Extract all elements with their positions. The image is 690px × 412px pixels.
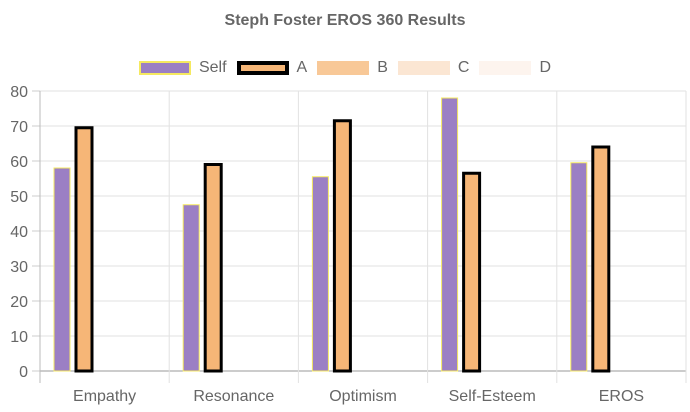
bar-a[interactable]	[203, 163, 223, 373]
bar-a[interactable]	[74, 126, 94, 373]
legend-swatch	[479, 61, 532, 75]
y-tick-label: 10	[10, 329, 28, 346]
legend-swatch	[317, 61, 370, 75]
legend-item-d[interactable]: D	[479, 59, 551, 77]
legend-item-b[interactable]: B	[317, 59, 388, 77]
legend-label: A	[296, 59, 308, 76]
x-tick-label: Empathy	[73, 388, 136, 405]
legend-item-a[interactable]: A	[236, 59, 308, 77]
legend-label: C	[457, 59, 470, 76]
bar-a[interactable]	[462, 171, 482, 373]
y-tick-label: 40	[10, 224, 28, 241]
bar-a[interactable]	[332, 119, 352, 373]
legend: Self A B C D	[0, 59, 690, 77]
legend-label: D	[539, 59, 552, 76]
y-tick-label: 0	[19, 364, 28, 381]
legend-item-self[interactable]: Self	[138, 59, 227, 77]
x-tick-label: Self-Esteem	[449, 388, 536, 405]
bar-self[interactable]	[570, 162, 588, 372]
chart-title: Steph Foster EROS 360 Results	[224, 12, 466, 29]
legend-label: Self	[198, 59, 227, 76]
y-tick-label: 50	[10, 189, 28, 206]
legend-item-c[interactable]: C	[397, 59, 470, 77]
y-tick-label: 20	[10, 294, 28, 311]
legend-swatch	[397, 61, 450, 75]
y-tick-label: 80	[10, 84, 28, 101]
x-tick-label: Resonance	[193, 388, 274, 405]
legend-swatch	[236, 61, 289, 75]
bar-a[interactable]	[591, 145, 611, 373]
bar-self[interactable]	[182, 204, 200, 372]
bar-self[interactable]	[441, 97, 459, 372]
y-tick-label: 70	[10, 119, 28, 136]
bar-self[interactable]	[311, 176, 329, 372]
y-tick-label: 30	[10, 259, 28, 276]
legend-swatch	[138, 61, 191, 75]
bar-self[interactable]	[53, 167, 71, 372]
legend-label: B	[377, 59, 388, 76]
x-tick-label: Optimism	[329, 388, 397, 405]
x-tick-label: EROS	[599, 388, 644, 405]
y-tick-label: 60	[10, 154, 28, 171]
